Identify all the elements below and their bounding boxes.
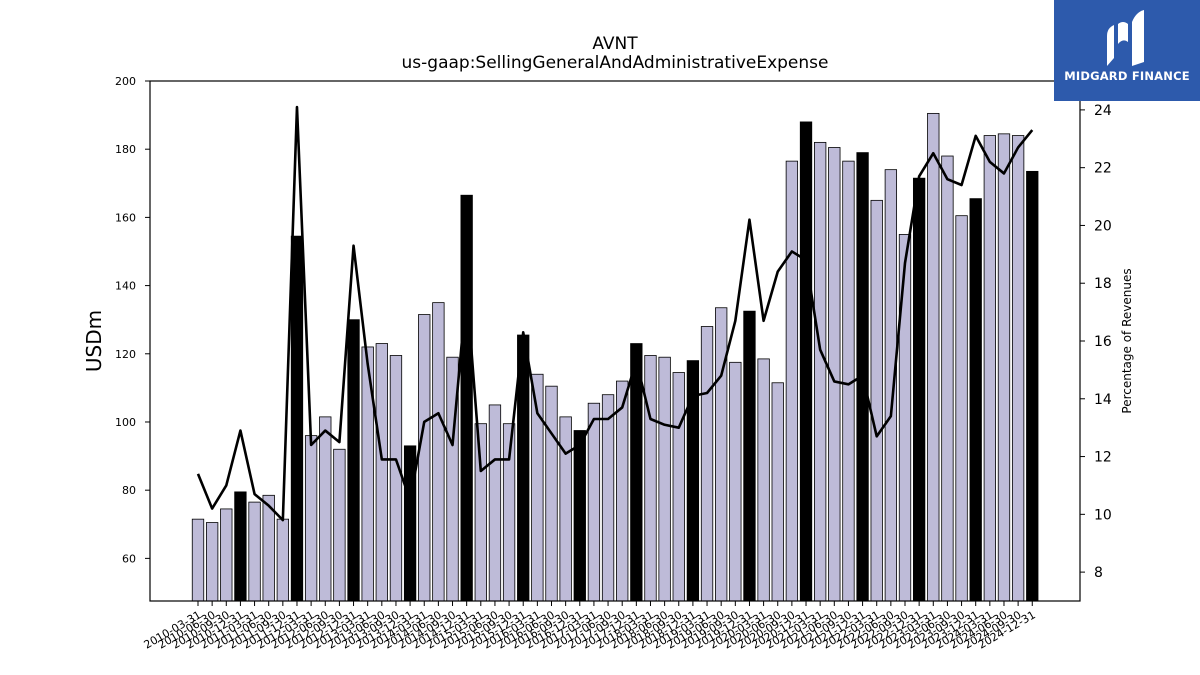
y-tick-label: 200 (115, 75, 136, 88)
bar-2021-03-31 (814, 141, 827, 602)
bars (191, 112, 1039, 602)
chart-subtitle: us-gaap:SellingGeneralAndAdministrativeE… (402, 53, 829, 73)
y2-tick-label: 16 (1094, 334, 1112, 350)
bar-2023-09-30 (955, 215, 968, 602)
bar-2020-12-31 (799, 121, 813, 602)
bar-2010-06-30 (205, 522, 219, 602)
bar-2019-06-30 (715, 307, 728, 602)
axes: 6080100120140160180200810121416182022242… (115, 75, 1112, 652)
bar-2011-09-30 (276, 518, 289, 602)
percentage-line (196, 105, 1034, 522)
bar-2023-03-31 (927, 112, 940, 602)
bar-2018-09-30 (672, 372, 685, 602)
bar-2014-12-31 (460, 194, 473, 602)
bar-2010-12-31 (234, 491, 247, 602)
bar-2023-12-31 (969, 198, 982, 602)
y-tick-label: 180 (115, 143, 136, 156)
brand-name: MIDGARD FINANCE (1064, 69, 1190, 83)
y-tick-label: 140 (115, 280, 136, 293)
y-tick-label: 80 (122, 484, 136, 497)
y2-tick-label: 10 (1094, 507, 1112, 523)
bar-2018-06-30 (658, 356, 671, 602)
bar-2019-09-30 (729, 361, 742, 602)
bar-2016-06-30 (545, 385, 558, 602)
bar-2017-03-31 (587, 402, 601, 602)
y2-axis-label: Percentage of Revenues (1120, 268, 1134, 413)
bar-2024-12-31 (1026, 170, 1039, 602)
y2-tick-label: 12 (1094, 450, 1112, 466)
y-axis-label: USDm (82, 310, 106, 372)
bar-2014-06-30 (432, 302, 445, 602)
y2-tick-label: 20 (1094, 218, 1112, 234)
bar-2017-09-30 (616, 380, 629, 602)
bar-2015-03-31 (474, 423, 487, 602)
y-tick-label: 100 (115, 416, 136, 429)
midgard-m-logo-icon (1107, 10, 1144, 66)
y2-tick-label: 14 (1094, 392, 1112, 408)
bar-2011-12-31 (290, 235, 304, 602)
bar-2024-03-31 (983, 135, 996, 602)
y2-tick-label: 18 (1094, 276, 1112, 292)
y2-tick-label: 24 (1094, 103, 1112, 119)
bar-2012-09-30 (333, 448, 346, 602)
y-tick-label: 120 (115, 348, 136, 361)
y-tick-label: 60 (122, 552, 136, 565)
bar-2011-03-31 (248, 501, 261, 602)
bar-2016-09-30 (559, 416, 572, 602)
bar-2013-12-31 (403, 445, 417, 602)
bar-2010-09-30 (220, 508, 233, 602)
y-tick-label: 160 (115, 211, 136, 224)
bar-2022-03-31 (870, 199, 883, 602)
bar-2013-06-30 (375, 343, 388, 602)
y2-tick-label: 8 (1094, 565, 1103, 581)
bar-2012-12-31 (347, 319, 360, 602)
chart-title: AVNT (592, 34, 638, 54)
bar-2022-09-30 (898, 234, 912, 602)
bar-2020-03-31 (757, 358, 770, 602)
bar-2010-03-31 (191, 518, 205, 602)
bar-2023-06-30 (941, 155, 954, 602)
bar-2012-03-31 (304, 435, 318, 602)
bar-2020-06-30 (771, 382, 784, 602)
bar-2018-03-31 (644, 355, 657, 602)
y2-tick-label: 22 (1094, 161, 1112, 177)
bar-2013-09-30 (389, 355, 403, 602)
bar-2024-06-30 (997, 133, 1011, 602)
bar-2015-06-30 (488, 404, 502, 602)
bar-2016-12-31 (573, 430, 586, 602)
bar-2017-06-30 (601, 394, 615, 602)
bar-2020-09-30 (785, 160, 799, 602)
bar-2012-06-30 (319, 416, 332, 602)
bar-2019-12-31 (743, 310, 756, 602)
bar-2022-12-31 (912, 177, 926, 602)
percentage-line-series (196, 105, 1034, 522)
brand-logo: MIDGARD FINANCE (1054, 0, 1200, 101)
bar-2024-09-30 (1011, 135, 1025, 602)
bar-2014-03-31 (418, 314, 431, 602)
bar-2019-03-31 (700, 326, 714, 602)
